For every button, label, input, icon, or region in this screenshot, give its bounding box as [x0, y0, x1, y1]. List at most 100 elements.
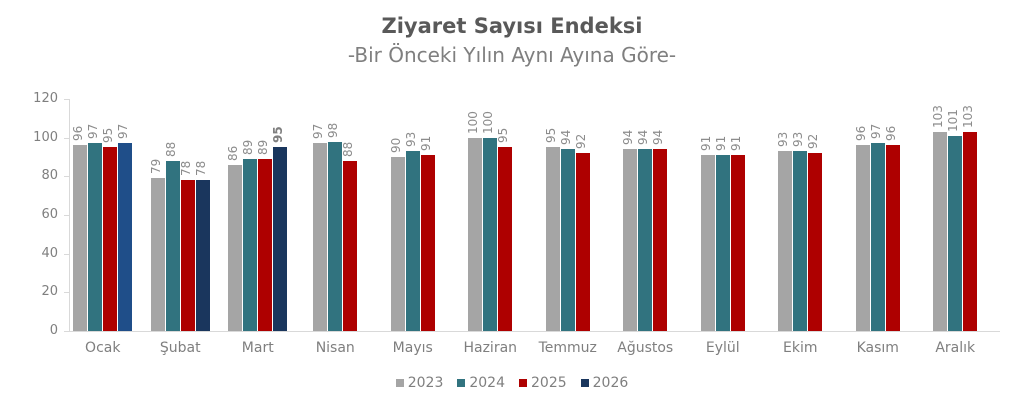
- bar-2023-Temmuz: [545, 147, 560, 331]
- legend-label: 2026: [592, 375, 629, 391]
- bar-value-label: 88: [163, 141, 178, 157]
- bar-2024-Ocak: [88, 143, 103, 331]
- bar-value-label: 100: [466, 110, 481, 134]
- bar-value-label: 86: [226, 145, 241, 161]
- bar-value-label: 89: [241, 139, 256, 155]
- y-tick-mark: [64, 137, 69, 139]
- y-tick-label: 20: [41, 284, 58, 300]
- bar-value-label: 88: [341, 141, 356, 157]
- legend-swatch-icon: [519, 379, 527, 387]
- x-tick-label: Ağustos: [617, 340, 674, 356]
- bar-2023-Mart: [228, 164, 243, 331]
- bar-value-label: 103: [961, 104, 976, 128]
- y-tick-label: 80: [41, 168, 58, 184]
- bar-value-label: 92: [806, 133, 821, 150]
- x-tick-label: Kasım: [856, 340, 899, 356]
- y-tick-mark: [64, 215, 69, 216]
- bar-2024-Nisan: [328, 141, 343, 331]
- bar-value-label: 95: [271, 126, 286, 144]
- bar-value-label: 78: [178, 160, 193, 177]
- y-tick-mark: [64, 99, 69, 100]
- x-tick-label: Şubat: [159, 340, 201, 356]
- bar-2024-Kasım: [870, 143, 885, 331]
- legend-swatch-icon: [457, 379, 466, 387]
- x-tick-label: Ocak: [85, 340, 121, 356]
- plot-area: 96 97 95 97 79 88 78 78 86 89 89 95 97 98 88 90 93 91 100 1…: [70, 99, 1000, 331]
- bar-2026-Mart: [273, 147, 288, 331]
- bar-value-label: 91: [713, 135, 728, 152]
- bar-2025-Aralık: [963, 131, 978, 331]
- bar-value-label: 93: [791, 131, 806, 148]
- bar-value-label: 78: [193, 160, 208, 177]
- bar-2024-Mayıs: [405, 151, 420, 331]
- bar-2023-Aralık: [933, 131, 948, 331]
- x-tick-label: Eylül: [705, 340, 740, 356]
- legend-swatch-icon: [395, 379, 404, 387]
- x-axis-line: [69, 331, 1000, 332]
- bar-value-label: 91: [698, 135, 713, 152]
- bar-2023-Şubat: [150, 178, 165, 331]
- bar-2025-Haziran: [498, 147, 513, 331]
- x-tick-label: Mayıs: [392, 340, 433, 356]
- bar-value-label: 98: [326, 122, 341, 138]
- x-tick-label: Nisan: [315, 340, 355, 356]
- legend-item-2024: 2024: [457, 375, 505, 391]
- bar-2025-Mayıs: [420, 155, 435, 331]
- bar-value-label: 95: [101, 128, 116, 144]
- bar-2024-Mart: [243, 158, 258, 331]
- legend-item-2023: 2023: [395, 375, 443, 391]
- bar-2024-Ağustos: [638, 149, 653, 331]
- bar-2024-Ekim: [793, 151, 808, 331]
- legend-item-2026: 2026: [580, 375, 629, 391]
- y-tick-label: 120: [33, 91, 58, 106]
- bar-value-label: 95: [543, 128, 558, 144]
- bar-2023-Nisan: [313, 143, 328, 331]
- bar-value-label: 90: [388, 137, 403, 153]
- x-tick-label: Haziran: [463, 340, 518, 356]
- chart-title: Ziyaret Sayısı Endeksi: [381, 14, 643, 38]
- legend-item-2025: 2025: [519, 375, 567, 391]
- bar-value-label: 91: [728, 135, 743, 152]
- bar-2024-Eylül: [715, 155, 730, 331]
- bar-value-label: 95: [496, 128, 511, 144]
- bar-2023-Haziran: [468, 137, 483, 331]
- bar-value-label: 94: [651, 129, 666, 146]
- bar-value-label: 93: [776, 131, 791, 148]
- bar-2025-Ocak: [103, 147, 118, 331]
- bar-2025-Ekim: [808, 153, 823, 331]
- bar-2023-Ağustos: [623, 149, 638, 331]
- legend-label: 2024: [469, 375, 505, 391]
- bar-2023-Mayıs: [390, 157, 405, 331]
- bar-value-label: 94: [558, 129, 573, 146]
- bar-2026-Ocak: [118, 143, 133, 331]
- bar-value-label: 94: [621, 129, 636, 146]
- legend-swatch-icon: [580, 379, 589, 387]
- bar-value-label: 92: [573, 133, 588, 150]
- bar-2023-Eylül: [700, 155, 715, 331]
- y-tick-mark: [64, 253, 69, 255]
- y-tick-mark: [64, 331, 69, 332]
- bar-2025-Şubat: [180, 180, 195, 331]
- bar-2025-Kasım: [885, 145, 900, 331]
- bar-2024-Temmuz: [560, 149, 575, 331]
- bar-2025-Mart: [258, 158, 273, 331]
- bar-2024-Şubat: [165, 160, 180, 331]
- y-axis-line: [69, 99, 70, 331]
- chart-subtitle: -Bir Önceki Yılın Aynı Ayına Göre-: [347, 43, 677, 67]
- y-tick-mark: [64, 176, 69, 178]
- bar-value-label: 101: [946, 108, 961, 132]
- bar-value-label: 97: [86, 124, 101, 140]
- bar-value-label: 89: [256, 139, 271, 155]
- legend: 2023 2024 2025 2026: [0, 375, 1024, 391]
- x-tick-label: Temmuz: [538, 340, 597, 356]
- bar-value-label: 100: [481, 110, 496, 134]
- bar-value-label: 93: [403, 131, 418, 148]
- bar-value-label: 96: [71, 126, 86, 142]
- bar-value-label: 79: [148, 158, 163, 175]
- bar-2026-Şubat: [195, 180, 210, 331]
- y-tick-label: 0: [49, 323, 58, 338]
- bar-2023-Ekim: [778, 151, 793, 331]
- x-tick-label: Aralık: [935, 340, 976, 356]
- bar-value-label: 97: [116, 124, 131, 140]
- x-tick-label: Ekim: [783, 340, 818, 356]
